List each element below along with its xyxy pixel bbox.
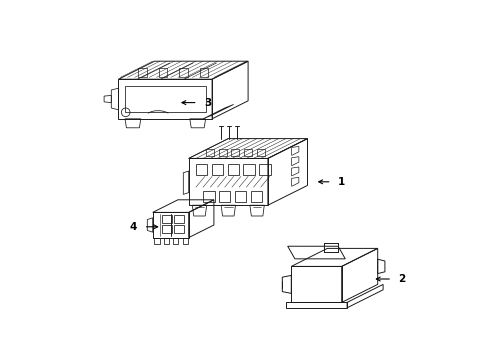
Text: 2: 2	[398, 274, 405, 284]
Text: 1: 1	[337, 177, 345, 187]
Text: 4: 4	[130, 222, 137, 232]
Text: 3: 3	[204, 98, 211, 108]
